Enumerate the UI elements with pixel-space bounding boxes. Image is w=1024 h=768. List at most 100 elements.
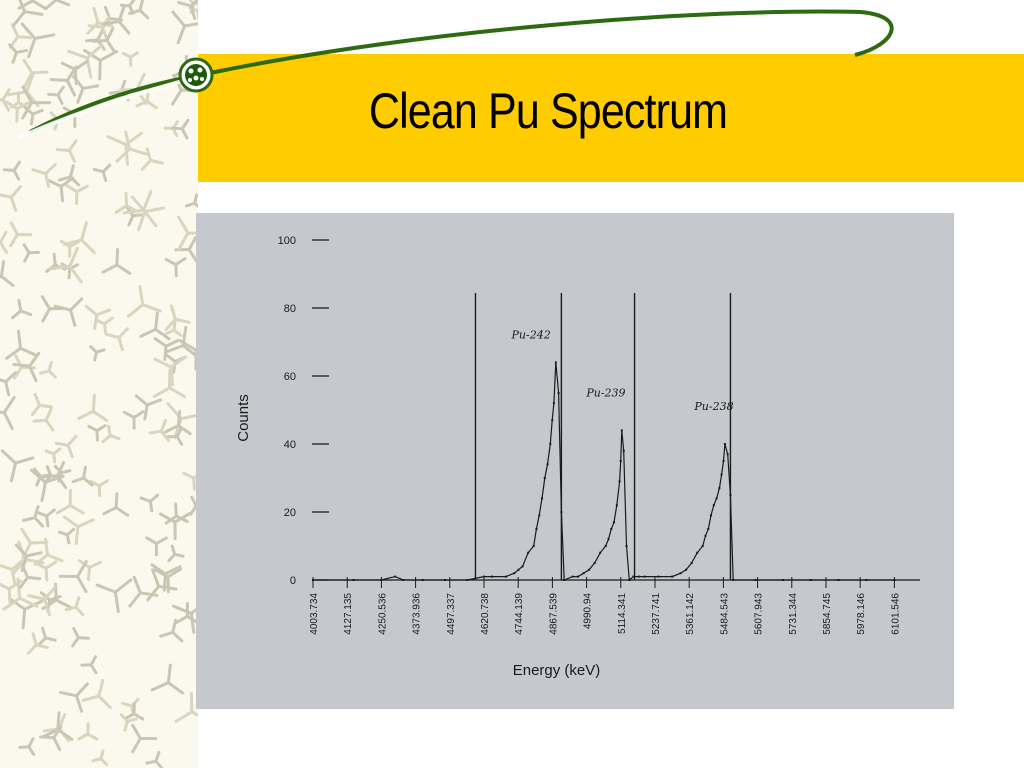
data-point bbox=[615, 504, 618, 507]
molecule-glyph bbox=[87, 424, 107, 442]
peak-annotation: Pu-238 bbox=[693, 400, 733, 413]
x-tick-label: 4620.738 bbox=[480, 593, 491, 635]
decorative-pattern-strip bbox=[0, 0, 198, 768]
molecule-glyph bbox=[22, 243, 40, 263]
molecule-glyph bbox=[77, 722, 99, 741]
molecule-glyph bbox=[21, 85, 52, 120]
molecule-glyph bbox=[35, 508, 56, 528]
molecule-glyph bbox=[53, 297, 84, 327]
molecule-glyph bbox=[71, 627, 90, 648]
molecule-glyph bbox=[62, 515, 95, 546]
data-point bbox=[809, 579, 812, 581]
molecule-glyph bbox=[172, 604, 198, 634]
molecule-glyph bbox=[10, 93, 28, 109]
molecule-glyph bbox=[71, 465, 94, 487]
molecule-glyph bbox=[81, 679, 112, 709]
molecule-glyph bbox=[59, 682, 89, 713]
x-tick-label: 5114.341 bbox=[617, 593, 628, 634]
x-tick-label: 5361.142 bbox=[685, 593, 696, 635]
molecule-glyph bbox=[122, 190, 158, 228]
molecule-glyph bbox=[11, 298, 33, 320]
molecule-glyph bbox=[105, 327, 130, 352]
molecule-glyph bbox=[9, 221, 33, 248]
peak-annotation: Pu-239 bbox=[585, 386, 625, 399]
molecule-glyph bbox=[91, 26, 116, 54]
x-tick-label: 5731.344 bbox=[788, 593, 799, 635]
molecule-glyph bbox=[164, 409, 192, 436]
molecule-pattern bbox=[0, 0, 198, 768]
data-point bbox=[720, 473, 723, 476]
white-swoosh-tail bbox=[17, 74, 201, 140]
data-point bbox=[538, 514, 541, 517]
molecule-glyph bbox=[177, 0, 198, 20]
data-point bbox=[380, 579, 383, 581]
x-tick-label: 5978.146 bbox=[856, 593, 867, 635]
molecule-glyph bbox=[89, 345, 106, 362]
molecule-glyph bbox=[46, 176, 75, 203]
molecule-glyph bbox=[30, 392, 53, 417]
data-point bbox=[557, 392, 560, 394]
molecule-glyph bbox=[48, 246, 84, 284]
molecule-glyph bbox=[20, 22, 56, 59]
molecule-glyph bbox=[32, 407, 55, 432]
molecule-glyph bbox=[166, 427, 184, 446]
y-axis-label: Counts bbox=[235, 394, 252, 442]
data-point bbox=[618, 480, 621, 483]
molecule-glyph bbox=[170, 118, 190, 140]
molecule-glyph bbox=[84, 304, 112, 330]
molecule-glyph bbox=[39, 360, 57, 379]
x-tick-label: 4744.139 bbox=[514, 593, 525, 635]
molecule-glyph bbox=[44, 447, 62, 464]
data-point bbox=[619, 460, 622, 462]
molecule-glyph bbox=[167, 544, 185, 563]
molecule-glyph bbox=[0, 559, 24, 585]
data-point bbox=[402, 579, 405, 581]
molecule-glyph bbox=[128, 575, 159, 608]
molecule-glyph bbox=[95, 578, 133, 613]
green-swoosh bbox=[29, 9, 894, 134]
data-point bbox=[563, 579, 566, 581]
data-point bbox=[543, 477, 546, 479]
molecule-glyph bbox=[0, 371, 18, 397]
molecule-glyph bbox=[101, 424, 121, 444]
molecule-glyph bbox=[146, 568, 178, 602]
slide-title: Clean Pu Spectrum bbox=[368, 83, 728, 139]
molecule-glyph bbox=[164, 319, 183, 337]
x-tick-label: 4990.94 bbox=[583, 593, 594, 630]
molecule-glyph bbox=[12, 351, 41, 383]
x-tick-label: 5237.741 bbox=[651, 593, 662, 635]
data-point bbox=[685, 568, 688, 571]
x-tick-label: 4127.135 bbox=[343, 593, 354, 635]
data-point bbox=[712, 504, 715, 507]
molecule-glyph bbox=[139, 311, 171, 341]
molecule-glyph bbox=[31, 163, 57, 188]
data-point bbox=[466, 579, 469, 581]
data-point bbox=[704, 534, 707, 537]
data-point bbox=[593, 562, 596, 564]
molecule-glyph bbox=[55, 489, 85, 515]
molecule-glyph bbox=[65, 184, 89, 205]
molecule-glyph bbox=[39, 725, 63, 752]
molecule-glyph bbox=[80, 655, 98, 675]
x-tick-label: 4497.337 bbox=[446, 593, 457, 635]
molecule-glyph bbox=[158, 512, 191, 541]
data-point bbox=[540, 497, 543, 500]
molecule-glyph bbox=[139, 493, 160, 513]
data-point bbox=[865, 579, 868, 581]
molecule-glyph bbox=[43, 465, 62, 485]
y-tick-label: 80 bbox=[284, 303, 296, 315]
atom-icon bbox=[178, 57, 214, 93]
molecule-glyph bbox=[153, 355, 188, 387]
molecule-glyph bbox=[174, 691, 198, 723]
data-point bbox=[513, 572, 516, 575]
molecule-glyph bbox=[0, 449, 35, 483]
molecule-glyph bbox=[119, 713, 138, 732]
data-point bbox=[679, 572, 682, 575]
data-point bbox=[729, 494, 732, 496]
x-tick-label: 4250.536 bbox=[377, 593, 388, 635]
molecule-glyph bbox=[0, 88, 11, 112]
data-point bbox=[696, 551, 699, 554]
spectrum-chart: 0 20 40 60 80 100 4003.734 4127.135 4250.536 4373… bbox=[235, 235, 920, 679]
molecule-glyph bbox=[54, 434, 78, 459]
x-tick-label: 4867.539 bbox=[548, 593, 559, 635]
